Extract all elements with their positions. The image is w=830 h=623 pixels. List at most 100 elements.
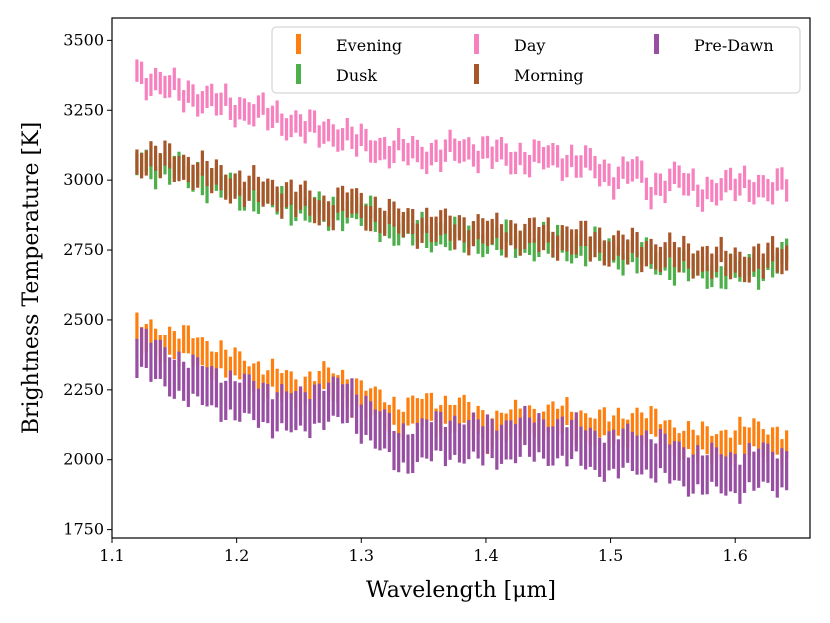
error-bar bbox=[598, 409, 602, 438]
error-bar bbox=[570, 229, 574, 255]
error-bar bbox=[584, 145, 588, 168]
error-bar bbox=[584, 220, 588, 246]
error-bar bbox=[677, 165, 681, 188]
error-bar bbox=[266, 384, 270, 424]
error-bar bbox=[602, 442, 606, 482]
error-bar bbox=[186, 80, 190, 103]
error-bar bbox=[771, 255, 775, 278]
error-bar bbox=[392, 223, 396, 246]
error-bar bbox=[280, 193, 284, 219]
error-bar bbox=[205, 160, 209, 187]
error-bar bbox=[490, 218, 494, 245]
error-bar bbox=[210, 366, 214, 406]
error-bar bbox=[509, 420, 513, 460]
error-bar bbox=[401, 138, 405, 162]
error-bar bbox=[443, 208, 448, 234]
error-bar bbox=[266, 107, 270, 131]
error-bar bbox=[378, 411, 382, 451]
error-bar bbox=[439, 149, 443, 172]
error-bar bbox=[682, 430, 686, 459]
error-bar bbox=[284, 182, 289, 208]
error-bar bbox=[742, 256, 747, 282]
error-bar bbox=[373, 140, 377, 163]
error-bar bbox=[602, 407, 606, 436]
error-bar bbox=[228, 370, 233, 410]
error-bar bbox=[420, 418, 424, 458]
error-bar bbox=[168, 326, 172, 355]
error-bar bbox=[644, 241, 649, 267]
error-bar bbox=[742, 453, 747, 493]
error-bar bbox=[551, 231, 555, 258]
error-bar bbox=[448, 215, 452, 241]
error-bar bbox=[733, 453, 737, 494]
error-bar bbox=[322, 390, 326, 430]
error-bar bbox=[158, 339, 162, 379]
error-bar bbox=[598, 437, 602, 477]
error-bar bbox=[233, 173, 237, 199]
error-bar bbox=[635, 156, 639, 179]
error-bar bbox=[738, 416, 742, 445]
error-bar bbox=[504, 143, 508, 166]
error-bar bbox=[593, 430, 597, 470]
error-bar bbox=[172, 359, 176, 399]
error-bar bbox=[686, 173, 691, 196]
error-bar bbox=[383, 409, 387, 449]
error-bar bbox=[425, 225, 429, 249]
error-bar bbox=[579, 426, 583, 466]
error-bar bbox=[406, 397, 410, 426]
error-bar bbox=[200, 172, 204, 196]
error-bar bbox=[612, 429, 616, 469]
error-bar bbox=[686, 457, 691, 497]
error-bar bbox=[252, 165, 256, 191]
error-bar bbox=[443, 139, 448, 162]
error-bar bbox=[336, 187, 340, 213]
error-bar bbox=[724, 456, 728, 496]
error-bar bbox=[453, 415, 457, 455]
error-bar bbox=[373, 386, 377, 415]
error-bar bbox=[668, 419, 672, 448]
error-bar bbox=[584, 243, 588, 267]
error-bar bbox=[317, 200, 321, 226]
error-bar bbox=[635, 232, 639, 258]
error-bar bbox=[719, 454, 723, 494]
error-bar bbox=[565, 226, 569, 252]
error-bar bbox=[434, 139, 438, 162]
error-bar bbox=[555, 235, 560, 261]
error-bar bbox=[205, 341, 209, 369]
error-bar bbox=[233, 381, 237, 421]
error-bar bbox=[242, 181, 247, 207]
error-bar bbox=[355, 378, 359, 407]
error-bar bbox=[686, 258, 691, 282]
x-tick-label: 1.6 bbox=[722, 546, 747, 565]
error-bar bbox=[233, 347, 237, 376]
error-bar bbox=[565, 154, 569, 178]
error-bar bbox=[210, 351, 214, 380]
error-bar bbox=[144, 328, 148, 368]
error-bar bbox=[149, 342, 153, 382]
error-bar bbox=[654, 244, 658, 270]
error-bar bbox=[336, 377, 340, 417]
error-bar bbox=[317, 125, 321, 148]
error-bar bbox=[602, 240, 606, 266]
error-bar bbox=[261, 181, 265, 207]
error-bar bbox=[476, 231, 480, 254]
error-bar bbox=[593, 232, 597, 258]
error-bar bbox=[373, 409, 377, 449]
error-bar bbox=[724, 266, 728, 290]
error-bar bbox=[425, 419, 429, 459]
error-bar bbox=[462, 424, 466, 464]
error-bar bbox=[551, 143, 555, 166]
y-tick-label: 3250 bbox=[63, 100, 104, 119]
error-bar bbox=[598, 227, 602, 253]
error-bar bbox=[658, 428, 663, 469]
error-bar bbox=[532, 217, 536, 243]
error-bar bbox=[144, 77, 148, 101]
series-evening bbox=[135, 312, 789, 468]
error-bar bbox=[518, 417, 522, 457]
error-bar bbox=[256, 191, 261, 214]
error-bar bbox=[527, 217, 532, 244]
error-bar bbox=[280, 113, 284, 136]
error-bar bbox=[728, 452, 733, 492]
error-bar bbox=[275, 186, 279, 212]
error-bar bbox=[154, 67, 158, 91]
